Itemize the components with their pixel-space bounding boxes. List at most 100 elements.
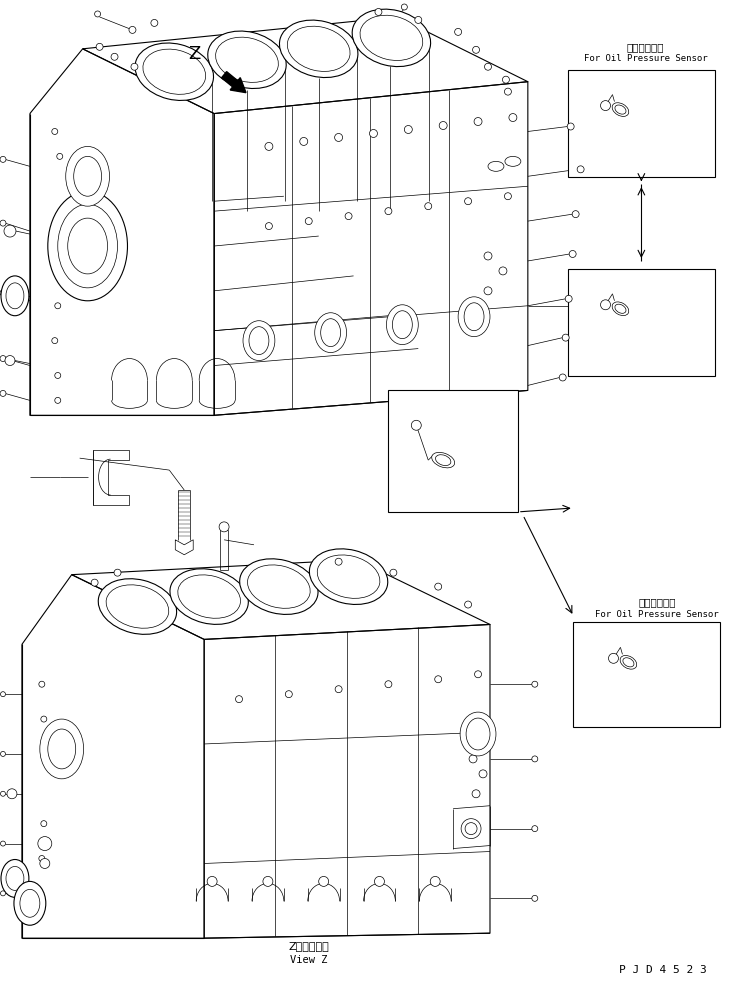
Ellipse shape [58,204,117,288]
Circle shape [91,579,98,586]
Circle shape [415,17,422,24]
Circle shape [41,716,47,722]
Ellipse shape [615,105,626,114]
Ellipse shape [66,147,109,206]
Ellipse shape [317,555,380,599]
Circle shape [114,569,121,576]
Circle shape [390,569,397,576]
Ellipse shape [393,311,413,338]
Circle shape [1,792,5,797]
Circle shape [1,751,5,756]
FancyArrow shape [222,72,246,93]
Circle shape [375,9,382,16]
Circle shape [219,522,229,531]
Circle shape [39,681,45,687]
Circle shape [111,53,118,60]
Polygon shape [22,575,204,938]
Circle shape [5,356,15,366]
Ellipse shape [620,656,636,669]
Circle shape [55,303,61,309]
Bar [567,70,715,177]
Circle shape [0,356,6,362]
Ellipse shape [488,162,504,172]
Ellipse shape [460,712,496,756]
Circle shape [1,692,5,697]
Circle shape [39,856,45,862]
Circle shape [266,223,272,230]
Bar [388,390,518,512]
Ellipse shape [432,453,454,467]
Circle shape [430,877,440,886]
Ellipse shape [321,318,341,347]
Circle shape [532,756,538,762]
Text: View Z: View Z [290,955,327,965]
Circle shape [39,900,45,906]
Ellipse shape [435,455,451,465]
Circle shape [131,63,138,70]
Circle shape [129,27,136,34]
Ellipse shape [208,31,286,89]
Ellipse shape [243,320,275,361]
Ellipse shape [612,302,629,316]
Circle shape [559,374,566,381]
Ellipse shape [240,559,318,614]
Polygon shape [92,451,129,505]
Circle shape [562,334,569,341]
Circle shape [0,390,6,396]
Ellipse shape [178,575,241,618]
Circle shape [151,20,158,27]
Circle shape [532,681,538,687]
Circle shape [509,113,517,121]
Circle shape [532,895,538,901]
Circle shape [263,877,273,886]
Circle shape [1,841,5,846]
Ellipse shape [6,283,24,309]
Circle shape [435,675,442,682]
Circle shape [96,43,103,50]
Circle shape [474,117,482,125]
Circle shape [95,11,101,17]
Circle shape [299,137,308,145]
Circle shape [345,213,352,220]
Circle shape [454,29,462,35]
Circle shape [1,891,5,896]
Circle shape [38,836,52,851]
Circle shape [425,203,432,210]
Circle shape [504,88,512,95]
Circle shape [305,218,312,225]
Circle shape [473,46,479,53]
Polygon shape [204,624,490,938]
Ellipse shape [143,49,206,95]
Ellipse shape [464,303,484,330]
Ellipse shape [135,43,214,101]
Circle shape [435,583,442,590]
Ellipse shape [352,9,431,67]
Circle shape [40,859,50,869]
Circle shape [475,670,482,677]
Circle shape [286,690,292,698]
Circle shape [573,211,579,218]
Ellipse shape [309,549,388,604]
Circle shape [484,252,492,260]
Ellipse shape [315,313,346,353]
Ellipse shape [1,276,29,316]
Circle shape [55,373,61,379]
Circle shape [565,296,573,303]
Circle shape [439,121,447,129]
Ellipse shape [170,569,248,624]
Circle shape [499,267,507,275]
Circle shape [608,654,619,664]
Circle shape [465,198,471,205]
Circle shape [469,755,477,763]
Circle shape [335,685,342,693]
Text: Z: Z [188,44,200,63]
Circle shape [369,129,377,137]
Ellipse shape [623,658,634,667]
Circle shape [567,123,574,130]
Circle shape [265,142,273,151]
Ellipse shape [98,579,177,634]
Bar [573,622,720,727]
Circle shape [577,166,584,173]
Ellipse shape [247,565,310,608]
Ellipse shape [466,718,490,750]
